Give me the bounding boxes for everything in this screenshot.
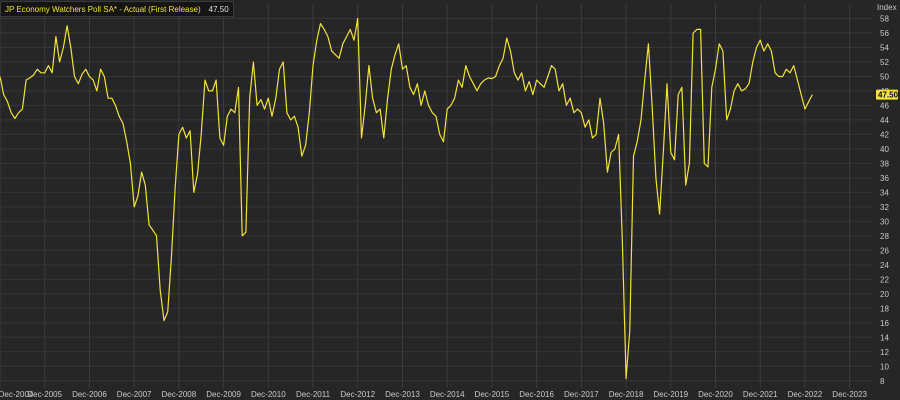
x-tick-label: Dec-2018 <box>609 390 644 399</box>
y-tick-label: 32 <box>880 203 889 212</box>
x-tick-label: Dec-2005 <box>27 390 62 399</box>
y-tick-label: 28 <box>880 232 889 241</box>
y-axis-unit-label: Index <box>877 3 897 12</box>
legend-last-value: 47.50 <box>208 4 229 14</box>
y-tick-label: 30 <box>880 217 889 226</box>
y-tick-label: 20 <box>880 290 889 299</box>
y-tick-label: 12 <box>880 348 889 357</box>
y-tick-label: 26 <box>880 246 889 255</box>
y-tick-label: 36 <box>880 174 889 183</box>
y-tick-label: 18 <box>880 304 889 313</box>
y-tick-label: 54 <box>880 43 889 52</box>
x-tick-label: Dec-2011 <box>296 390 331 399</box>
x-tick-label: Dec-2017 <box>564 390 599 399</box>
grid <box>0 4 872 388</box>
x-tick-label: Dec-2007 <box>117 390 152 399</box>
y-tick-label: 46 <box>880 101 889 110</box>
y-tick-label: 24 <box>880 261 889 270</box>
last-value-badge-text: 47.50 <box>878 91 899 100</box>
y-tick-label: 14 <box>880 333 889 342</box>
x-tick-label: Dec-2010 <box>251 390 286 399</box>
x-tick-label: Dec-2014 <box>430 390 465 399</box>
y-tick-label: 38 <box>880 159 889 168</box>
y-tick-label: 8 <box>880 377 885 386</box>
x-tick-label: Dec-2013 <box>385 390 420 399</box>
x-tick-label: Dec-2019 <box>653 390 688 399</box>
series-layer <box>0 17 813 380</box>
x-tick-label: Dec-2004 <box>0 390 34 399</box>
x-tick-label: Dec-2021 <box>743 390 778 399</box>
y-tick-label: 10 <box>880 362 889 371</box>
legend[interactable]: JP Economy Watchers Poll SA* - Actual (F… <box>0 1 234 17</box>
y-axis: 8101214161820222426283032343638404244464… <box>880 14 889 385</box>
x-tick-label: Dec-2023 <box>832 390 867 399</box>
x-tick-label: Dec-2008 <box>162 390 197 399</box>
x-tick-label: Dec-2012 <box>340 390 375 399</box>
x-tick-label: Dec-2015 <box>475 390 510 399</box>
y-tick-label: 44 <box>880 116 889 125</box>
y-tick-label: 56 <box>880 29 889 38</box>
y-tick-label: 58 <box>880 14 889 23</box>
y-tick-label: 34 <box>880 188 889 197</box>
legend-series-name: JP Economy Watchers Poll SA* - Actual (F… <box>5 4 201 14</box>
x-tick-label: Dec-2016 <box>519 390 554 399</box>
y-tick-label: 40 <box>880 145 889 154</box>
last-value-badge-bg <box>876 89 898 100</box>
series-line <box>0 17 813 380</box>
last-value-badge: 47.50 <box>876 89 899 100</box>
x-tick-label: Dec-2009 <box>206 390 241 399</box>
x-tick-label: Dec-2022 <box>788 390 823 399</box>
y-tick-label: 50 <box>880 72 889 81</box>
y-tick-label: 52 <box>880 58 889 67</box>
x-tick-label: Dec-2020 <box>698 390 733 399</box>
x-tick-label: Dec-2006 <box>72 390 107 399</box>
y-tick-label: 22 <box>880 275 889 284</box>
y-tick-label: 16 <box>880 319 889 328</box>
y-tick-label: 42 <box>880 130 889 139</box>
